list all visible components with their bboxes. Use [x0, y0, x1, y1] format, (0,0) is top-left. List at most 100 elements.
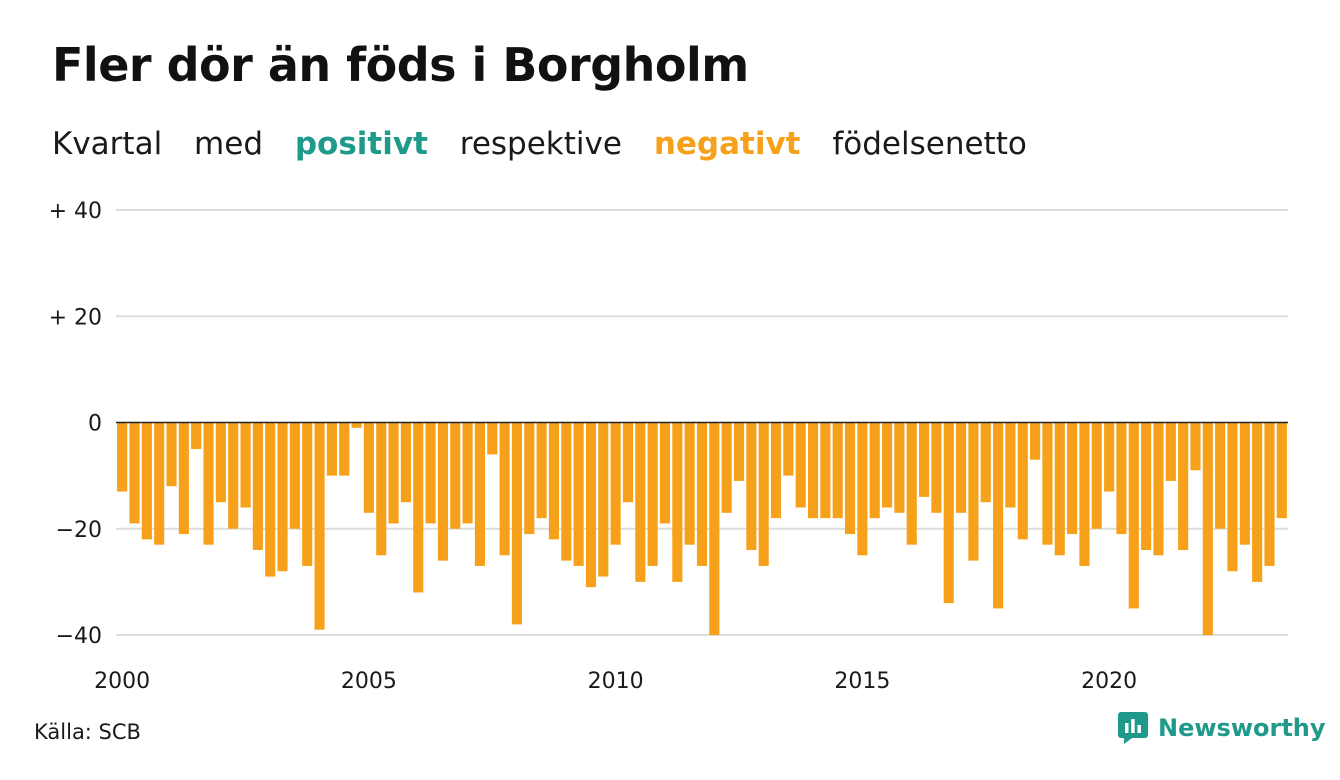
x-axis-labels: 2000 2005 2010 2015 2020 — [94, 669, 1137, 694]
bar — [1005, 422, 1016, 508]
bar — [277, 422, 288, 572]
bar — [252, 422, 263, 550]
bar — [585, 422, 597, 588]
bar — [659, 422, 671, 524]
y-tick-label: + 40 — [49, 199, 102, 224]
bar — [672, 422, 683, 582]
bar — [215, 422, 226, 503]
bar — [894, 422, 905, 513]
bar — [1264, 422, 1275, 566]
bar — [129, 422, 140, 524]
x-tick-label: 2020 — [1081, 669, 1137, 694]
bar — [980, 422, 991, 503]
bar — [388, 422, 399, 524]
bar — [1202, 422, 1213, 635]
bar — [1104, 422, 1115, 492]
bar — [733, 422, 745, 481]
bars — [117, 422, 1287, 635]
y-tick-label: + 20 — [49, 305, 102, 330]
bar — [1190, 422, 1201, 471]
bar — [1128, 422, 1139, 609]
bar — [622, 422, 634, 503]
bar — [610, 422, 621, 545]
bar — [1276, 422, 1287, 519]
bar — [462, 422, 473, 524]
subtitle-word: födelsenetto — [832, 126, 1027, 162]
bar — [857, 422, 868, 556]
bar — [548, 422, 560, 540]
bar — [956, 422, 967, 513]
newsworthy-logo-icon — [1118, 712, 1148, 744]
bar — [795, 422, 806, 508]
bar — [598, 422, 609, 577]
bar — [1165, 422, 1176, 481]
bar — [191, 422, 202, 450]
bar — [770, 422, 782, 519]
bar — [696, 422, 708, 566]
bar — [339, 422, 350, 476]
bar — [1141, 422, 1152, 550]
y-axis-labels: + 40 + 20 0 −20 −40 — [49, 199, 102, 649]
x-tick-label: 2005 — [341, 669, 397, 694]
bar — [746, 422, 757, 550]
bar — [709, 422, 720, 635]
bar — [289, 422, 300, 529]
bar — [117, 422, 128, 492]
bar — [1030, 422, 1041, 460]
bar — [820, 422, 831, 519]
bar — [647, 422, 658, 566]
bar — [881, 422, 893, 508]
bar — [302, 422, 313, 566]
bar — [832, 422, 843, 519]
bar — [499, 422, 510, 556]
bar — [1116, 422, 1127, 535]
bar — [351, 422, 362, 428]
source-note: Källa: SCB — [34, 720, 141, 744]
bar — [758, 422, 769, 566]
bar — [968, 422, 979, 561]
bar — [1252, 422, 1263, 582]
x-tick-label: 2000 — [94, 669, 150, 694]
bar — [400, 422, 411, 503]
subtitle-word: med — [194, 126, 263, 162]
y-tick-label: −40 — [56, 624, 102, 649]
bar — [524, 422, 535, 535]
bar — [943, 422, 954, 604]
bar — [1067, 422, 1078, 535]
bar — [536, 422, 547, 519]
bar — [511, 422, 523, 625]
bar — [1153, 422, 1164, 556]
bar — [1091, 422, 1102, 529]
bar — [141, 422, 152, 540]
y-tick-label: 0 — [88, 412, 102, 437]
bar — [437, 422, 448, 561]
bar — [474, 422, 485, 566]
bar — [561, 422, 572, 561]
bar — [1227, 422, 1238, 572]
bar — [166, 422, 177, 487]
bar — [783, 422, 794, 476]
subtitle-word: respektive — [459, 126, 622, 162]
bar — [450, 422, 461, 529]
bar — [721, 422, 732, 513]
bar — [240, 422, 251, 508]
bar — [1239, 422, 1250, 545]
bar — [919, 422, 930, 497]
bar — [228, 422, 239, 529]
bar — [844, 422, 856, 535]
x-tick-label: 2015 — [834, 669, 890, 694]
subtitle-positive-label: positivt — [294, 126, 428, 162]
newsworthy-logo: Newsworthy — [1118, 712, 1326, 744]
bar — [1042, 422, 1053, 545]
bar — [265, 422, 276, 577]
bar — [1017, 422, 1028, 540]
bar — [487, 422, 498, 455]
bar — [1079, 422, 1090, 566]
bar — [931, 422, 942, 513]
chart-subtitle: Kvartal med positivt respektive negativt… — [52, 126, 1049, 162]
bar — [326, 422, 337, 476]
bar — [807, 422, 819, 519]
bar — [684, 422, 695, 545]
bar — [203, 422, 214, 545]
